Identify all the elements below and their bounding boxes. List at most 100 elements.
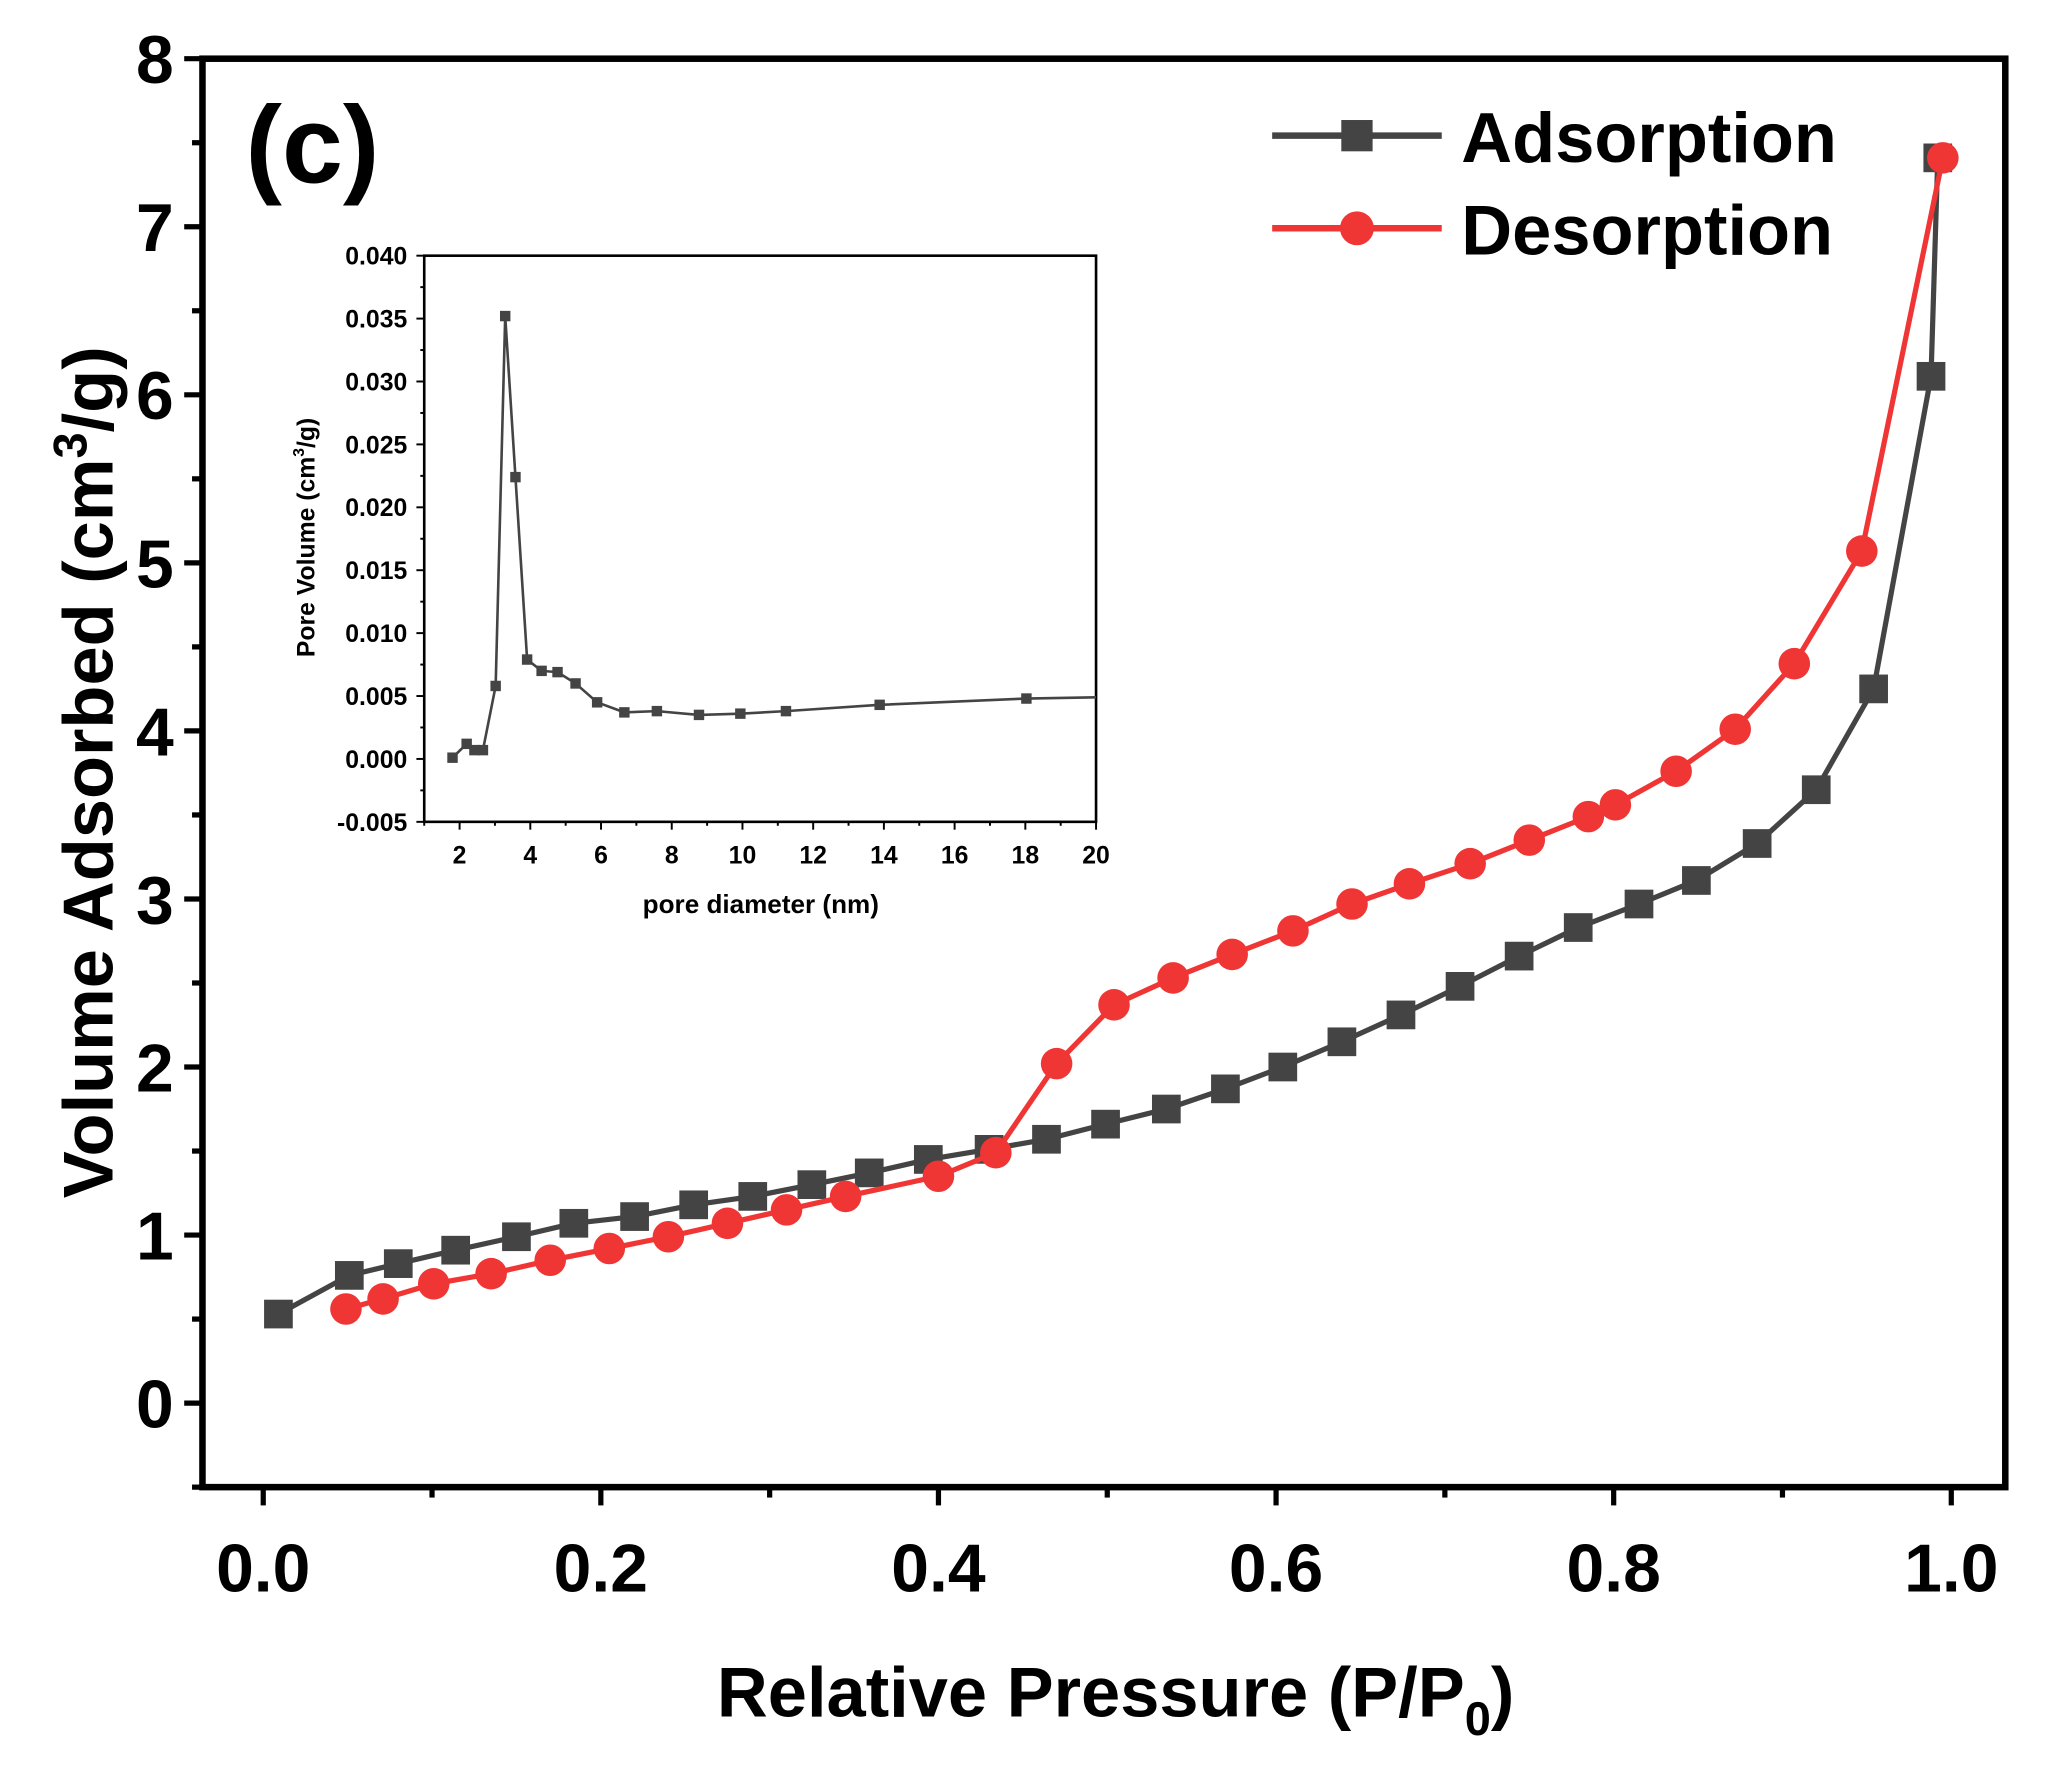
- desorption-point: [1599, 789, 1632, 821]
- adsorption-point: [1682, 866, 1711, 895]
- legend-item-desorption: Desorption: [1272, 190, 1833, 269]
- legend: Adsorption Desorption: [1272, 98, 1837, 269]
- x-tick-label: 6: [594, 843, 608, 870]
- desorption-point: [1098, 989, 1130, 1021]
- pore-size-distribution-point: [693, 709, 705, 721]
- pore-size-distribution-point: [874, 699, 885, 711]
- adsorption-point: [1386, 1000, 1416, 1030]
- legend-label-adsorption: Adsorption: [1461, 98, 1837, 177]
- desorption-point: [1393, 868, 1426, 900]
- y-tick-label: 0.040: [345, 244, 407, 271]
- main-series: [264, 142, 1959, 1329]
- adsorption-point: [854, 1158, 884, 1188]
- y-tick-label: 6: [136, 359, 174, 434]
- inset-y-axis-title-end: /g): [294, 418, 321, 448]
- pore-size-distribution-point: [536, 665, 547, 677]
- adsorption-point: [1916, 361, 1946, 391]
- desorption-point: [1277, 915, 1309, 947]
- desorption-point: [1719, 713, 1751, 746]
- adsorption-point: [1211, 1074, 1240, 1104]
- adsorption-point: [1327, 1027, 1357, 1057]
- y-axis-title-end: /g): [48, 346, 127, 432]
- y-axis-title-main: Volume Adsorbed (cm: [48, 459, 127, 1199]
- x-tick-label: 12: [799, 843, 827, 870]
- inset-y-axis-title: Pore Volume (cm3/g): [291, 418, 320, 657]
- pore-size-distribution-point: [477, 744, 489, 756]
- inset-y-axis-title-main: Pore Volume (cm: [294, 457, 321, 657]
- x-tick-label: 0.8: [1567, 1532, 1661, 1607]
- x-tick-label: 14: [870, 843, 898, 870]
- adsorption-point: [1742, 829, 1772, 858]
- y-tick-label: -0.005: [337, 810, 407, 837]
- adsorption-line: [277, 157, 1941, 1317]
- x-tick-label: 0.6: [1229, 1532, 1323, 1607]
- inset-axis-ticks: 2 4 6 8 10 12 14 16 18 20 -0.005 0.000 0.005 0.010 0.0…: [337, 244, 1110, 870]
- y-tick-label: 4: [136, 695, 174, 770]
- desorption-point: [1336, 888, 1368, 920]
- adsorption-point: [1859, 674, 1888, 704]
- x-tick-label: 1.0: [1904, 1532, 1998, 1607]
- x-tick-label: 20: [1082, 843, 1110, 870]
- pore-size-distribution-point: [552, 666, 563, 678]
- adsorption-point: [264, 1299, 293, 1329]
- pore-size-distribution-point: [780, 705, 792, 717]
- x-tick-label: 2: [453, 843, 467, 870]
- x-tick-label: 18: [1012, 843, 1040, 870]
- desorption-point: [980, 1136, 1012, 1169]
- pore-size-distribution-point: [447, 752, 458, 763]
- y-axis-title-sup: 3: [43, 432, 96, 458]
- pore-size-distribution-line: [451, 314, 1097, 759]
- pore-size-distribution-point: [490, 680, 501, 692]
- adsorption-point: [1624, 889, 1654, 919]
- pore-size-distribution-point: [499, 310, 511, 322]
- adsorption-point: [1504, 941, 1534, 971]
- adsorption-point: [559, 1208, 589, 1238]
- pore-size-distribution-point: [591, 697, 603, 708]
- y-tick-label: 0: [136, 1368, 174, 1443]
- y-tick-label: 0.020: [345, 495, 407, 522]
- desorption-point: [1040, 1047, 1073, 1080]
- y-tick-label: 0.005: [345, 684, 407, 711]
- desorption-line: [345, 157, 1946, 1312]
- legend-marker-square: [1341, 120, 1373, 152]
- desorption-point: [367, 1283, 399, 1315]
- inset-series: [447, 310, 1097, 763]
- adsorption-point: [1445, 971, 1475, 1001]
- y-tick-label: 0.025: [345, 432, 407, 459]
- legend-marker-circle: [1339, 211, 1374, 246]
- adsorption-point: [383, 1249, 413, 1278]
- adsorption-point: [1151, 1094, 1181, 1124]
- desorption-point: [652, 1220, 685, 1253]
- y-tick-label: 7: [136, 191, 174, 266]
- pore-size-distribution-point: [521, 654, 533, 665]
- desorption-point: [1846, 535, 1878, 567]
- adsorption-point: [738, 1182, 768, 1211]
- pore-size-distribution-point: [619, 707, 630, 718]
- desorption-point: [922, 1160, 955, 1193]
- desorption-point: [1778, 647, 1811, 680]
- pore-size-distribution-point: [510, 471, 521, 483]
- x-axis-title-end: ): [1491, 1653, 1514, 1732]
- desorption-point: [593, 1232, 626, 1265]
- desorption-point: [711, 1207, 744, 1240]
- x-tick-label: 16: [941, 843, 969, 870]
- x-tick-label: 8: [665, 843, 679, 870]
- x-axis-title: Relative Pressure (P/P0): [717, 1653, 1514, 1745]
- y-tick-label: 0.015: [345, 558, 407, 585]
- pore-size-distribution-point: [735, 708, 746, 719]
- y-tick-label: 1: [136, 1199, 174, 1274]
- adsorption-point: [1032, 1124, 1061, 1154]
- pore-size-distribution-point: [469, 744, 480, 756]
- desorption-point: [1216, 938, 1248, 971]
- desorption-point: [330, 1293, 362, 1325]
- inset-pore-size-plot: 2 4 6 8 10 12 14 16 18 20 -0.005 0.000 0.005 0.010 0.0…: [291, 244, 1110, 920]
- legend-item-adsorption: Adsorption: [1272, 98, 1837, 177]
- adsorption-point: [1091, 1109, 1120, 1139]
- x-axis-title-sub: 0: [1465, 1692, 1491, 1745]
- x-tick-label: 0.2: [554, 1532, 648, 1607]
- legend-label-desorption: Desorption: [1461, 190, 1833, 269]
- desorption-point: [1513, 824, 1546, 856]
- adsorption-point: [1268, 1052, 1298, 1082]
- pore-size-distribution-point: [570, 678, 581, 689]
